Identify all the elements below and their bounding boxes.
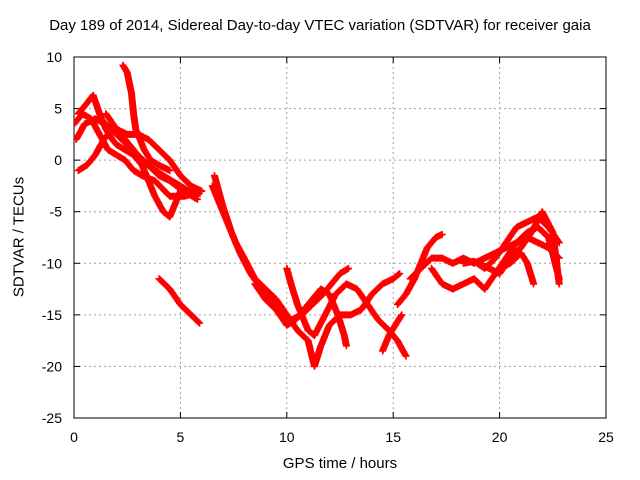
x-tick-label: 15 (385, 429, 401, 445)
x-tick-label: 5 (177, 429, 185, 445)
y-axis-label: SDTVAR / TECUs (10, 176, 28, 298)
data-series-track-6 (119, 61, 174, 174)
y-tick-label: -10 (42, 255, 62, 271)
chart-title: Day 189 of 2014, Sidereal Day-to-day VTE… (49, 17, 591, 34)
data-series-track-4 (74, 125, 201, 203)
y-tick-label: 5 (54, 101, 62, 117)
y-tick-label: 10 (46, 49, 62, 65)
data-series-markers (155, 275, 204, 327)
data-series-markers (496, 249, 538, 288)
data-series-markers (74, 125, 201, 203)
y-tick-label: -25 (42, 410, 62, 426)
data-series-markers (251, 280, 350, 350)
data-series-track-18 (496, 249, 538, 288)
data-series-markers (119, 61, 174, 174)
x-axis-label: GPS time / hours (282, 455, 398, 472)
data-series-markers (74, 110, 206, 200)
data-series-track-1 (74, 110, 206, 200)
x-tick-label: 25 (598, 429, 614, 445)
y-tick-label: -20 (42, 358, 62, 374)
x-tick-label: 0 (70, 429, 78, 445)
y-tick-label: -15 (42, 307, 62, 323)
data-series-track-12 (379, 311, 406, 355)
data-series-track-11 (251, 280, 350, 350)
x-tick-label: 20 (492, 429, 508, 445)
x-tick-label: 10 (279, 429, 295, 445)
data-series-markers (208, 182, 404, 370)
data-series-markers (283, 264, 410, 360)
data-series-track-7 (155, 275, 204, 327)
data-series-track-10 (283, 264, 410, 360)
plot-frame (73, 56, 607, 419)
y-tick-label: 0 (54, 152, 62, 168)
y-tick-label: -5 (50, 204, 63, 220)
data-series-track-8 (208, 182, 404, 370)
data-series-markers (379, 311, 406, 355)
